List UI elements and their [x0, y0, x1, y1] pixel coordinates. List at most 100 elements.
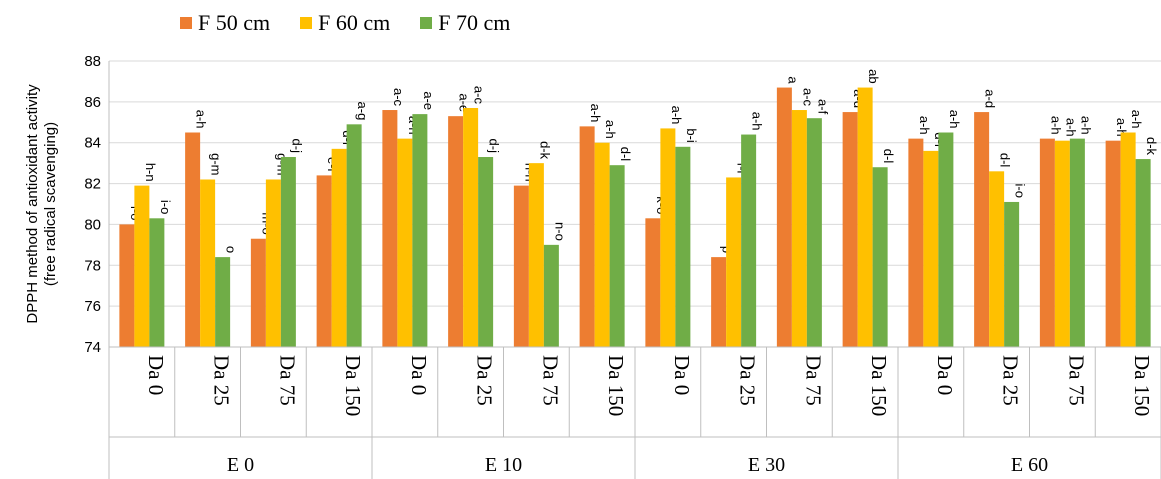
category-label: Da 150 [341, 355, 365, 416]
significance-label: a-h [1129, 110, 1144, 129]
significance-label: g-m [209, 153, 224, 175]
bar [280, 157, 296, 347]
significance-label: o [224, 246, 239, 253]
significance-label: a-h [947, 110, 962, 129]
significance-label: d-l [881, 149, 896, 164]
bar [938, 132, 954, 347]
bar [923, 150, 939, 347]
y-axis-title-line: DPPH method of antioxidant activity [24, 84, 41, 324]
category-label: Da 0 [933, 355, 957, 395]
y-axis-title: DPPH method of antioxidant activity(free… [24, 84, 59, 324]
significance-label: a-c [391, 88, 406, 107]
bar [513, 185, 529, 347]
y-tick-label: 80 [84, 216, 101, 233]
significance-label: d-j [289, 139, 304, 154]
category-label: Da 25 [473, 355, 497, 406]
bar [711, 257, 727, 347]
bar [463, 107, 479, 347]
bar [579, 126, 595, 347]
significance-label: a-h [669, 106, 684, 125]
bar [119, 224, 135, 347]
significance-label: i-o [1013, 184, 1028, 198]
bar [397, 138, 413, 347]
significance-label: a-d [983, 89, 998, 108]
legend-item-f50: F 50 cm [180, 10, 270, 36]
y-tick-label: 74 [84, 339, 101, 356]
group-label: E 0 [227, 454, 254, 476]
bar [1120, 132, 1136, 347]
group-label: E 30 [748, 454, 785, 476]
category-label: Da 75 [801, 355, 825, 406]
significance-label: a-e [421, 91, 436, 110]
significance-label: a-g [355, 102, 370, 121]
legend-swatch-f70 [420, 17, 433, 29]
legend-item-f60: F 60 cm [300, 10, 390, 36]
bar [185, 132, 201, 347]
bar [1135, 159, 1151, 347]
legend: F 50 cm F 60 cm F 70 cm [180, 10, 510, 36]
significance-label: a-e [457, 93, 472, 112]
significance-label: n-o [552, 222, 567, 241]
bar [149, 218, 165, 347]
significance-label: i-o [158, 200, 173, 214]
significance-label: a-h [1114, 118, 1129, 137]
bar [382, 110, 398, 348]
bar [528, 163, 544, 347]
category-label: Da 25 [736, 355, 760, 406]
category-label: Da 0 [407, 355, 431, 395]
category-label: Da 25 [999, 355, 1023, 406]
significance-label: d-l [998, 153, 1013, 168]
significance-label: d-k [1144, 137, 1159, 156]
bar [660, 128, 676, 347]
bar [265, 179, 281, 347]
bar [412, 114, 428, 347]
bar [1004, 201, 1020, 347]
legend-label-f70: F 70 cm [438, 10, 511, 35]
bar [842, 112, 858, 347]
bar [316, 175, 332, 347]
significance-label: a-h [603, 120, 618, 139]
bar [215, 257, 231, 347]
significance-label: d-l [618, 147, 633, 162]
y-tick-label: 84 [84, 135, 101, 152]
y-tick-label: 76 [84, 298, 101, 315]
bar [200, 179, 216, 347]
bar [448, 116, 464, 348]
bar [741, 134, 757, 347]
category-label: Da 75 [538, 355, 562, 406]
legend-swatch-f50 [180, 17, 192, 29]
bar [989, 171, 1005, 347]
category-label: Da 25 [210, 355, 234, 406]
y-tick-label: 88 [84, 53, 101, 70]
legend-label-f60: F 60 cm [318, 10, 391, 35]
bar [726, 177, 742, 347]
significance-label: h-n [143, 163, 158, 182]
bar [1105, 140, 1121, 347]
significance-label: a-f [815, 99, 830, 115]
y-tick-label: 86 [84, 94, 101, 111]
legend-swatch-f60 [300, 17, 313, 29]
bar [645, 218, 661, 347]
bar [594, 142, 610, 347]
significance-label: ab [866, 69, 881, 83]
category-label: Da 0 [670, 355, 694, 395]
significance-label: a-c [800, 88, 815, 107]
group-label: E 60 [1011, 454, 1048, 476]
bar [974, 112, 990, 347]
bar [806, 118, 822, 347]
significance-label: a-h [917, 116, 932, 135]
bar [857, 87, 873, 348]
legend-label-f50: F 50 cm [198, 10, 271, 35]
significance-label: a-h [1063, 118, 1078, 137]
legend-item-f70: F 70 cm [420, 10, 510, 36]
bar [543, 244, 559, 347]
significance-label: a [785, 76, 800, 84]
category-label: Da 75 [275, 355, 299, 406]
category-label: Da 75 [1064, 355, 1088, 406]
significance-label: d-j [487, 139, 502, 154]
group-label: E 10 [485, 454, 522, 476]
significance-label: d-k [537, 141, 552, 160]
y-tick-label: 82 [84, 176, 101, 193]
bar [872, 167, 888, 347]
